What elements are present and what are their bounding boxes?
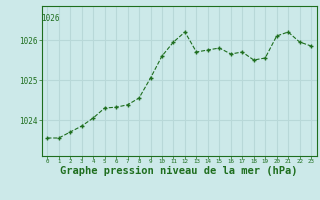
- X-axis label: Graphe pression niveau de la mer (hPa): Graphe pression niveau de la mer (hPa): [60, 166, 298, 176]
- Text: 1026: 1026: [42, 14, 60, 23]
